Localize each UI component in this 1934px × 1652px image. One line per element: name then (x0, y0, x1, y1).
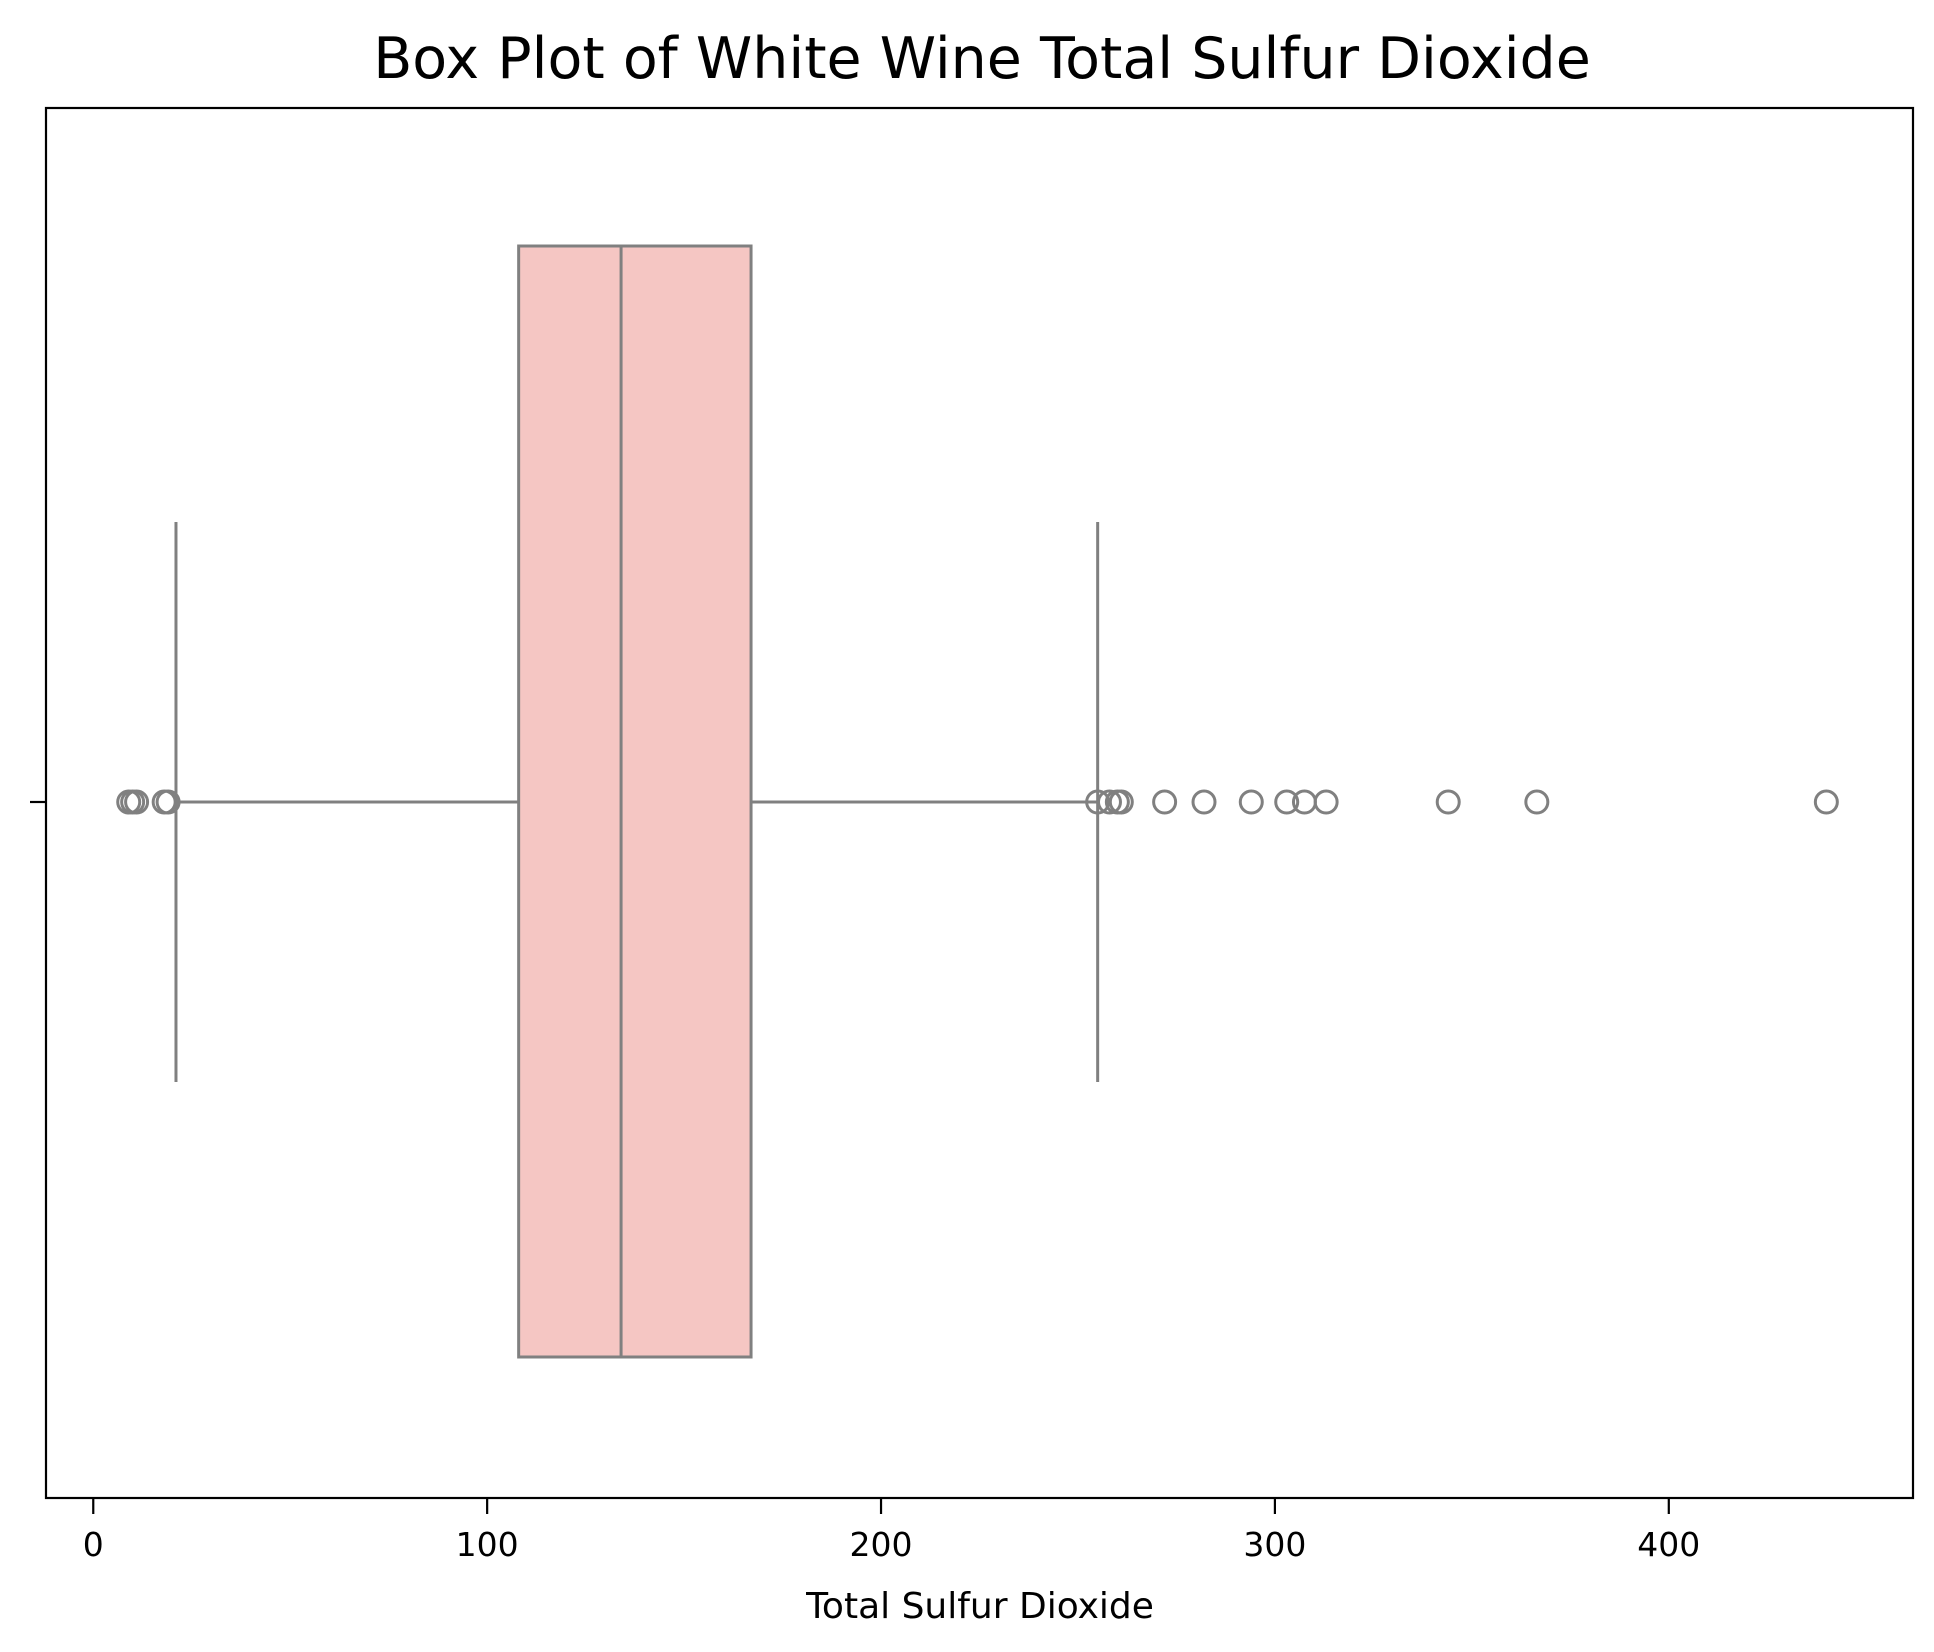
outlier-point (155, 789, 181, 815)
outlier-point (1524, 789, 1550, 815)
outlier-point (1108, 789, 1134, 815)
outlier-point (1096, 789, 1122, 815)
x-tick-label: 200 (850, 1525, 913, 1564)
interquartile-box (517, 244, 753, 1359)
outlier-point (1274, 789, 1300, 815)
outlier-points (116, 789, 1839, 815)
outlier-point (1435, 789, 1461, 815)
x-tick-label: 0 (83, 1525, 104, 1564)
outlier-point (1813, 789, 1839, 815)
box-plot-group (174, 244, 1100, 1359)
outlier-point (1085, 789, 1111, 815)
outlier-point (1191, 789, 1217, 815)
outlier-point (1152, 789, 1178, 815)
x-axis-label: Total Sulfur Dioxide (805, 1586, 1154, 1627)
outlier-point (124, 789, 150, 815)
chart-title: Box Plot of White Wine Total Sulfur Diox… (373, 26, 1591, 92)
x-tick-label: 400 (1637, 1525, 1700, 1564)
outlier-point (1313, 789, 1339, 815)
x-tick-label: 100 (456, 1525, 519, 1564)
x-axis-ticks: 0 100 200 300 400 (83, 1498, 1700, 1564)
x-tick-label: 300 (1243, 1525, 1306, 1564)
outlier-point (1238, 789, 1264, 815)
